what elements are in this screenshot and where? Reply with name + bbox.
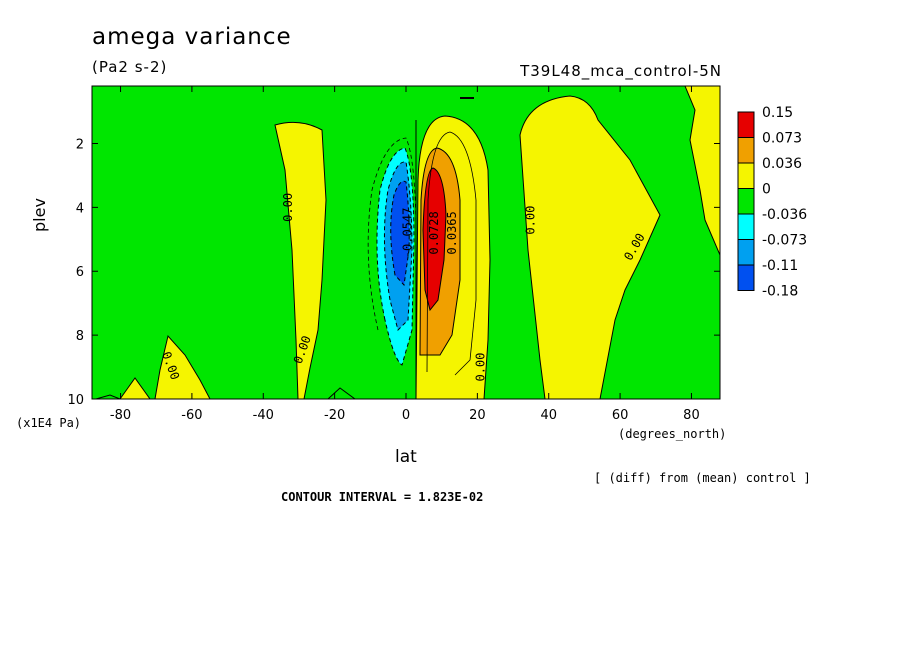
x-tick-label: -40 (253, 408, 274, 423)
x-axis-label: lat (395, 447, 417, 467)
legend: 0.15 0.073 0.036 0 -0.036 -0.073 -0.11 -0.18 (737, 105, 807, 300)
legend-label: 0.036 (762, 156, 802, 172)
legend-label: 0 (762, 182, 771, 198)
yellow-region-left-trop (274, 121, 327, 399)
dark-blue-region (390, 180, 410, 287)
x-ticks: -80 -60 -40 -20 0 20 40 60 80 (110, 86, 700, 423)
x-tick-label: 0 (402, 408, 410, 423)
contour-label: -0.0547 (400, 208, 414, 259)
zero-line-sh-south (95, 394, 121, 399)
y-axis-unit: (x1E4 Pa) (16, 416, 82, 430)
x-axis-unit: (degrees_north) (618, 427, 727, 441)
contour-label: 0.00 (281, 193, 295, 222)
legend-swatch (737, 239, 755, 266)
contour-label: 0.0365 (445, 211, 459, 254)
y-tick-label: 8 (76, 329, 84, 344)
yellow-region-nh-pole (684, 86, 720, 256)
contour-label: 0.0728 (427, 211, 441, 254)
contour-field (92, 86, 720, 399)
contour-line-neg (367, 137, 417, 331)
y-tick-label: 10 (67, 393, 84, 408)
units-label: (Pa2 s-2) (92, 58, 168, 76)
legend-swatch (737, 188, 755, 215)
legend-label: 0.15 (762, 105, 793, 121)
experiment-label: T39L48_mca_control-5N (520, 62, 722, 80)
legend-swatch (737, 162, 755, 189)
legend-swatch (737, 264, 755, 291)
x-tick-label: 40 (540, 408, 557, 423)
contour-interval: CONTOUR INTERVAL = 1.823E-02 (281, 490, 484, 504)
red-core-region (422, 167, 447, 312)
y-tick-label: 2 (76, 137, 84, 152)
legend-label: -0.073 (762, 233, 807, 249)
x-tick-label: 60 (612, 408, 629, 423)
contour-label: 0.00 (523, 206, 537, 235)
y-ticks: 2 4 6 8 10 (67, 137, 720, 408)
legend-label: -0.18 (762, 284, 798, 300)
x-tick-label: -20 (324, 408, 345, 423)
x-tick-label: 20 (469, 408, 486, 423)
chart-title: amega variance (92, 24, 292, 50)
diff-note: [ (diff) from (mean) control ] (594, 471, 811, 485)
zero-line-south (327, 387, 356, 399)
legend-swatch (737, 137, 755, 164)
legend-label: -0.11 (762, 258, 798, 274)
x-tick-label: 80 (683, 408, 700, 423)
yellow-region-nh-mid (519, 95, 661, 399)
yellow-region-sh-south (119, 377, 151, 399)
legend-swatch (737, 213, 755, 240)
y-tick-label: 4 (76, 201, 84, 216)
x-tick-label: -80 (110, 408, 131, 423)
legend-label: 0.073 (762, 131, 802, 147)
contour-label: 0.00 (474, 353, 488, 382)
contour-line-pos (426, 131, 477, 376)
legend-label: -0.036 (762, 207, 807, 223)
x-tick-label: -60 (181, 408, 202, 423)
yellow-region-sh-low (154, 334, 211, 399)
legend-swatch (737, 111, 755, 138)
y-tick-label: 6 (76, 265, 84, 280)
